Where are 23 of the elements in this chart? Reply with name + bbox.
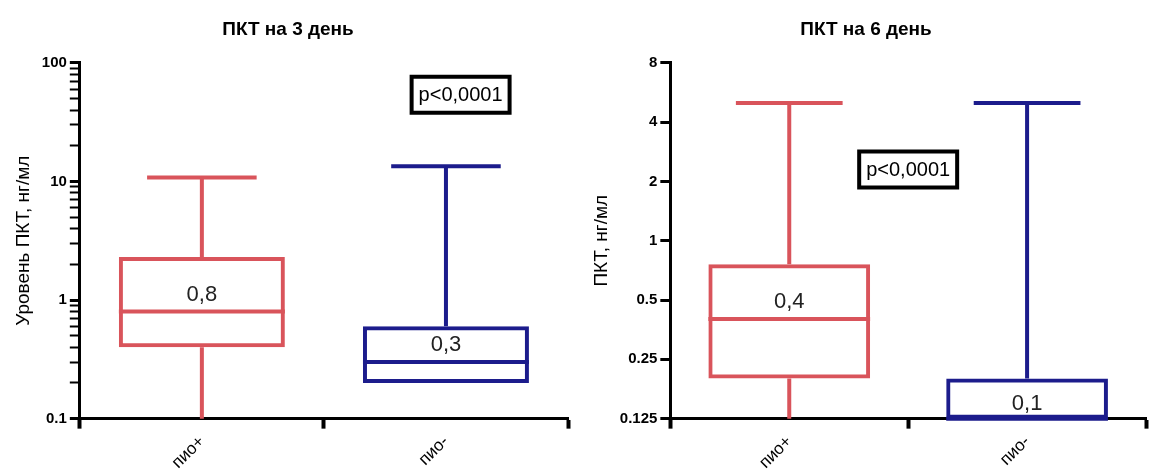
annotation: 0,4: [773, 288, 805, 314]
y-tick-label: 10: [50, 171, 67, 189]
y-axis-title: ПКТ, нг/мл: [589, 194, 611, 287]
y-tick-label: 0.1: [45, 408, 67, 426]
x-tick-label: пио-: [995, 431, 1034, 469]
y-axis-title: Уровень ПКТ, нг/мл: [11, 155, 33, 326]
y-tick-label: 0.25: [628, 349, 658, 367]
y-tick-label: 8: [648, 52, 658, 70]
y-tick-label: 0.125: [619, 408, 658, 426]
annotation: 0,1: [1011, 389, 1043, 415]
annotation: 0,3: [430, 331, 462, 357]
chart-title: ПКТ на 3 день: [222, 17, 354, 39]
x-tick-label: пио-: [414, 431, 453, 469]
y-tick-label: 1: [648, 230, 658, 248]
y-tick-label: 2: [648, 171, 658, 189]
annotation: p<0,0001: [418, 83, 503, 106]
annotation: p<0,0001: [866, 158, 951, 181]
chart-title: ПКТ на 6 день: [800, 17, 932, 39]
y-tick-label: 100: [41, 52, 67, 70]
y-tick-label: 4: [648, 112, 658, 130]
y-tick-label: 1: [58, 290, 67, 308]
y-tick-label: 0.5: [636, 290, 658, 308]
annotation: 0,8: [186, 280, 218, 306]
